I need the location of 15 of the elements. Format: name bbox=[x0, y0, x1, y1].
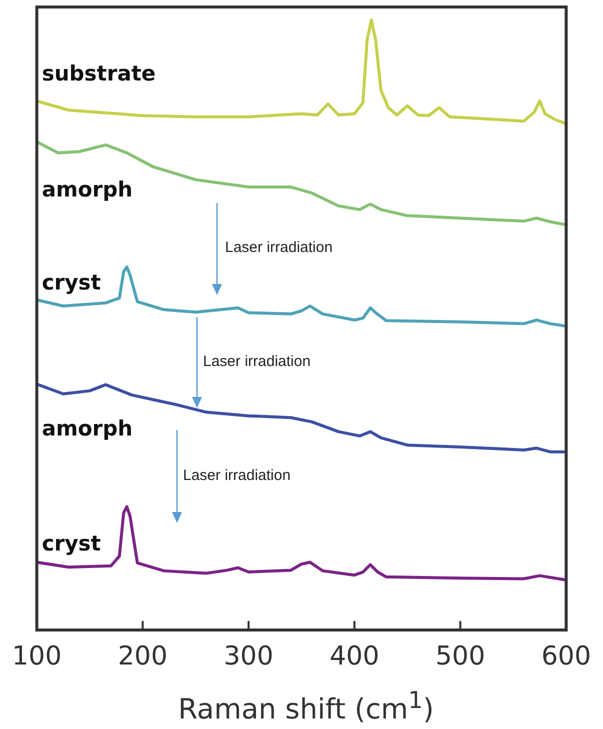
annotation: Laser irradiation bbox=[183, 467, 291, 484]
x-tick-label: 100 bbox=[12, 641, 62, 672]
x-tick-label: 400 bbox=[330, 641, 380, 672]
x-tick-label: 500 bbox=[435, 641, 486, 672]
x-axis-title: Raman shift (cm$^{1}$) bbox=[177, 686, 435, 726]
x-tick-label: 600 bbox=[541, 641, 592, 672]
series-label: cryst bbox=[42, 270, 101, 294]
x-tick-label: 200 bbox=[118, 641, 168, 672]
series-label: cryst bbox=[42, 531, 101, 556]
x-tick-label: 300 bbox=[224, 641, 274, 672]
series-label: amorph bbox=[42, 177, 133, 202]
series-label: substrate bbox=[42, 61, 156, 86]
series-label: amorph bbox=[42, 416, 133, 440]
annotation: Laser irradiation bbox=[225, 239, 333, 256]
annotation: Laser irradiation bbox=[203, 353, 311, 370]
